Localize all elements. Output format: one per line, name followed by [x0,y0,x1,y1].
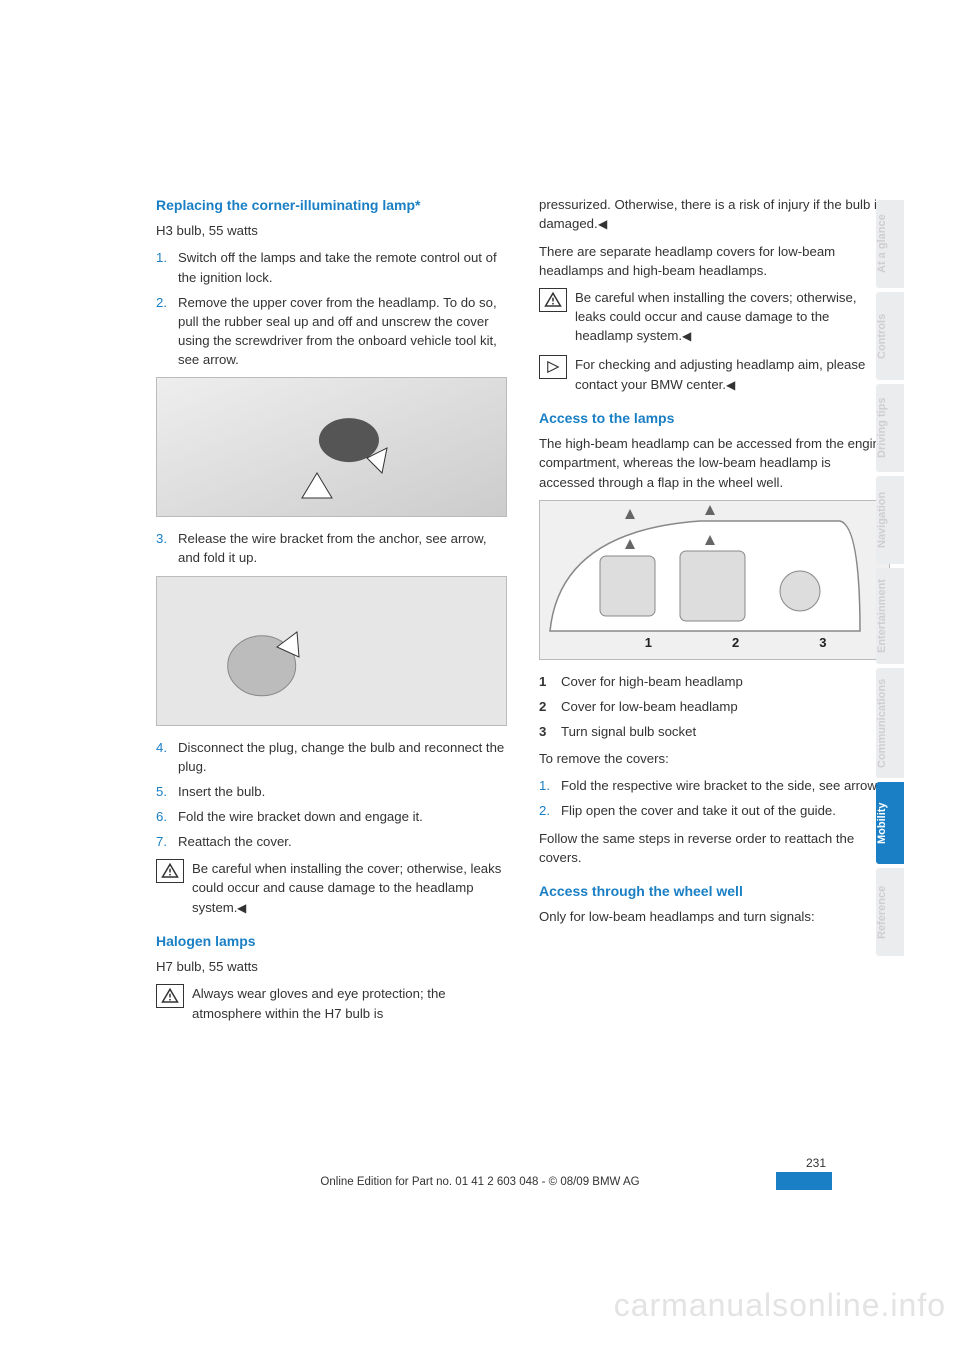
warning-block: Be careful when installing the cover; ot… [156,859,507,917]
warning-text: Be careful when installing the cover; ot… [192,859,507,917]
step-item: 2. Remove the upper cover from the head­… [156,293,507,370]
figure-wire-bracket [156,576,507,726]
diagram-illustration [540,501,889,659]
step-number: 5. [156,782,178,801]
bulb-spec-h7: H7 bulb, 55 watts [156,957,507,976]
warning-icon [156,859,184,883]
legend-text: Turn signal bulb socket [561,722,890,741]
body-paragraph: Follow the same steps in reverse order t… [539,829,890,867]
step-text: Fold the wire bracket down and engage it… [178,807,507,826]
diagram-illustration [157,577,506,725]
body-paragraph: To remove the covers: [539,749,890,768]
warning-block: Always wear gloves and eye protection; t… [156,984,507,1022]
body-paragraph: Only for low-beam headlamps and turn sig… [539,907,890,926]
step-number: 1. [156,248,178,286]
steps-list-c: 1. Fold the respective wire bracket to t… [539,776,890,820]
figure-headlamp-cover [156,377,507,517]
step-item: 1. Fold the respective wire bracket to t… [539,776,890,795]
tab-controls[interactable]: Controls [876,292,904,380]
heading-wheel-well: Access through the wheel well [539,881,890,901]
end-mark-icon: ▶ [598,216,607,233]
heading-halogen: Halogen lamps [156,931,507,951]
footer-line: Online Edition for Part no. 01 41 2 603 … [0,1176,960,1188]
legend-item: 3Turn signal bulb socket [539,722,890,741]
figure-lamp-access: 1 2 3 [539,500,890,660]
diagram-label-3: 3 [819,634,826,653]
tab-communications[interactable]: Communications [876,668,904,778]
step-number: 7. [156,832,178,851]
page-number: 231 [806,1156,826,1170]
warning-block: Be careful when installing the covers; o… [539,288,890,346]
step-number: 2. [156,293,178,370]
legend-number: 1 [539,672,561,691]
heading-replacing-lamp: Replacing the corner-illuminating lamp* [156,195,507,215]
warning-text: Always wear gloves and eye protection; t… [192,984,507,1022]
step-text: Insert the bulb. [178,782,507,801]
step-text: Disconnect the plug, change the bulb and… [178,738,507,776]
step-item: 4. Disconnect the plug, change the bulb … [156,738,507,776]
diagram-illustration [157,378,506,516]
step-text: Switch off the lamps and take the remote… [178,248,507,286]
step-number: 3. [156,529,178,567]
end-mark-icon: ▶ [682,328,691,345]
step-item: 5. Insert the bulb. [156,782,507,801]
end-mark-icon: ▶ [726,377,735,394]
heading-access-lamps: Access to the lamps [539,408,890,428]
info-icon [539,355,567,379]
warning-text: Be careful when installing the covers; o… [575,288,890,346]
legend-item: 1Cover for high-beam headlamp [539,672,890,691]
section-tabs: At a glance Controls Driving tips Navigatio… [876,200,904,956]
right-column: pressurized. Otherwise, there is a risk … [539,195,890,1033]
tab-mobility[interactable]: Mobility [876,782,904,864]
manual-page: Replacing the corner-illuminating lamp* … [0,0,960,1358]
step-item: 2. Flip open the cover and take it out o… [539,801,890,820]
steps-list-a2: 3. Release the wire bracket from the anc… [156,529,507,567]
step-item: 1. Switch off the lamps and take the rem… [156,248,507,286]
step-number: 1. [539,776,561,795]
warning-icon [539,288,567,312]
diagram-label-2: 2 [732,634,739,653]
body-paragraph: There are separate headlamp covers for l… [539,242,890,280]
steps-list-b: 4. Disconnect the plug, change the bulb … [156,738,507,852]
legend-text: Cover for high-beam headlamp [561,672,890,691]
info-text: For checking and adjusting headlamp aim,… [575,355,890,394]
step-item: 6. Fold the wire bracket down and engage… [156,807,507,826]
body-paragraph: The high-beam headlamp can be accessed f… [539,434,890,491]
left-column: Replacing the corner-illuminating lamp* … [156,195,507,1033]
end-mark-icon: ▶ [237,900,246,917]
tab-reference[interactable]: Reference [876,868,904,956]
step-text: Reattach the cover. [178,832,507,851]
legend-list: 1Cover for high-beam headlamp 2Cover for… [539,672,890,741]
step-item: 7. Reattach the cover. [156,832,507,851]
tab-entertainment[interactable]: Entertainment [876,568,904,664]
content-columns: Replacing the corner-illuminating lamp* … [156,195,890,1033]
warning-icon [156,984,184,1008]
continuation-text: pressurized. Otherwise, there is a risk … [539,195,890,234]
step-number: 2. [539,801,561,820]
step-text: Flip open the cover and take it out of t… [561,801,890,820]
bulb-spec-h3: H3 bulb, 55 watts [156,221,507,240]
info-block: For checking and adjusting headlamp aim,… [539,355,890,394]
legend-text: Cover for low-beam headlamp [561,697,890,716]
watermark-text: carmanualsonline.info [614,1287,946,1324]
step-number: 4. [156,738,178,776]
step-item: 3. Release the wire bracket from the anc… [156,529,507,567]
tab-at-a-glance[interactable]: At a glance [876,200,904,288]
diagram-label-1: 1 [645,634,652,653]
step-number: 6. [156,807,178,826]
legend-number: 3 [539,722,561,741]
legend-item: 2Cover for low-beam headlamp [539,697,890,716]
step-text: Remove the upper cover from the head­lam… [178,293,507,370]
steps-list-a: 1. Switch off the lamps and take the rem… [156,248,507,369]
tab-navigation[interactable]: Navigation [876,476,904,564]
legend-number: 2 [539,697,561,716]
step-text: Release the wire bracket from the anchor… [178,529,507,567]
step-text: Fold the respective wire bracket to the … [561,776,890,795]
tab-driving-tips[interactable]: Driving tips [876,384,904,472]
